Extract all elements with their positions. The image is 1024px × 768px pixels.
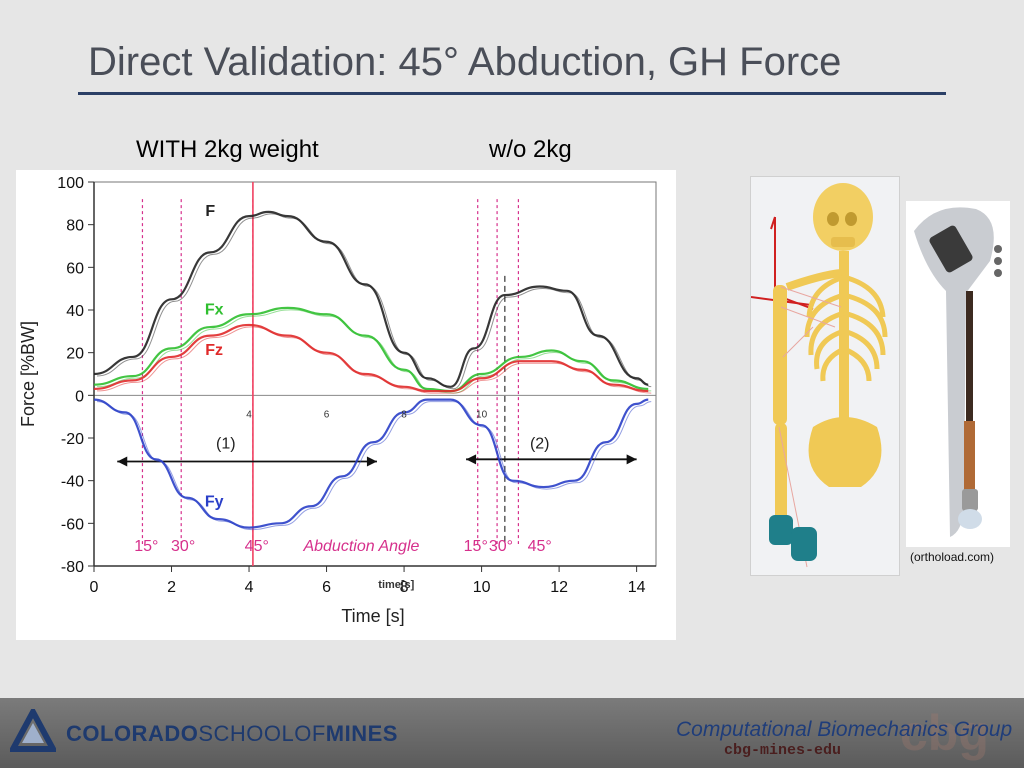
y-tick-label: -80 — [61, 559, 84, 576]
angle-label: 45° — [528, 538, 552, 555]
series-label-fy: Fy — [205, 493, 224, 510]
force-chart: 100 80 60 40 20 0 -20 -40 -60 -80 0 2 4 6 8 10 12 14 4 6 8 10… — [16, 170, 676, 640]
caption-with-weight: WITH 2kg weight — [136, 136, 319, 163]
series-line-fy-model — [96, 401, 652, 531]
school-name-part-1: COLORADO — [66, 721, 199, 746]
series-label-f: F — [205, 203, 215, 220]
angle-label: 15° — [464, 538, 488, 555]
y-tick-label: 80 — [66, 218, 84, 235]
y-tick-label: 100 — [57, 175, 84, 192]
y-tick-label: -40 — [61, 474, 84, 491]
inner-x-tick-label: 10 — [476, 409, 488, 420]
series-line-fx — [93, 306, 649, 393]
cbg-logo-mark: cbg — [900, 705, 989, 761]
angle-label: 30° — [171, 538, 195, 555]
series-line-f-model — [96, 213, 652, 390]
chart-labels: 100 80 60 40 20 0 -20 -40 -60 -80 0 2 4 6 8 10 12 14 4 6 8 10… — [18, 175, 646, 626]
y-tick-label: 40 — [66, 303, 84, 320]
series-line-fy — [93, 398, 649, 529]
image-credit: (orthoload.com) — [910, 550, 995, 564]
shoulder-implant-image — [906, 201, 1010, 547]
period-2-arrow — [466, 454, 637, 465]
arrow-head-left — [117, 456, 128, 467]
title-rule — [78, 92, 946, 95]
chart-series — [93, 210, 652, 531]
y-tick-label: 60 — [66, 260, 84, 277]
school-name-part-3: MINES — [325, 721, 398, 746]
chart-grid — [93, 181, 657, 567]
mines-logo-icon — [10, 709, 56, 752]
group-name: Computational Biomechanics Group — [676, 718, 1013, 741]
x-tick-label: 6 — [322, 579, 331, 596]
x-tick-label: 10 — [473, 579, 491, 596]
series-line-f — [93, 210, 649, 388]
x-tick-label: 2 — [167, 579, 176, 596]
series-label-fx: Fx — [205, 301, 224, 318]
period-2-label: (2) — [530, 436, 550, 453]
group-url: cbg-mines-edu — [724, 742, 842, 759]
inner-x-tick-label: 8 — [401, 409, 407, 420]
arrow-head-right — [626, 454, 637, 465]
x-axis-title: Time [s] — [341, 606, 404, 626]
series-label-fz: Fz — [205, 342, 223, 359]
y-tick-label: -20 — [61, 431, 84, 448]
x-tick-label: 8 — [400, 579, 409, 596]
footer-bar: COLORADOSCHOOLOFMINES cbg Computational … — [0, 698, 1024, 768]
angle-label: 45° — [245, 538, 269, 555]
y-tick-label: 0 — [75, 388, 84, 405]
caption-without-weight: w/o 2kg — [489, 136, 572, 163]
arrow-head-left — [466, 454, 477, 465]
skeleton-illustration — [750, 183, 888, 568]
period-1-label: (1) — [216, 436, 236, 453]
inner-x-axis-label: time[s] — [378, 579, 414, 591]
series-line-fx-model — [96, 309, 652, 394]
inner-x-tick-label: 6 — [324, 409, 330, 420]
x-tick-label: 12 — [550, 579, 568, 596]
musculoskeletal-model-image — [750, 176, 900, 576]
plot-frame — [93, 181, 657, 567]
implant-illustration — [914, 207, 1002, 537]
arrow-head-right — [366, 456, 377, 467]
x-tick-label: 4 — [245, 579, 254, 596]
school-name-part-2: SCHOOLOF — [198, 721, 326, 746]
force-chart-svg: 100 80 60 40 20 0 -20 -40 -60 -80 0 2 4 6 8 10 12 14 4 6 8 10… — [18, 175, 657, 626]
y-tick-label: -60 — [61, 516, 84, 533]
series-line-fz — [93, 323, 649, 393]
slide-title: Direct Validation: 45° Abduction, GH For… — [88, 40, 842, 84]
angle-label: 15° — [134, 538, 158, 555]
angle-label: 30° — [489, 538, 513, 555]
y-axis-title: Force [%BW] — [18, 321, 38, 427]
x-tick-label: 14 — [628, 579, 646, 596]
school-name: COLORADOSCHOOLOFMINES — [66, 721, 398, 747]
x-tick-label: 0 — [90, 579, 99, 596]
abduction-angle-label: Abduction Angle — [302, 538, 419, 555]
series-line-fz-model — [96, 326, 652, 394]
inner-x-tick-label: 4 — [246, 409, 252, 420]
y-tick-label: 20 — [66, 346, 84, 363]
